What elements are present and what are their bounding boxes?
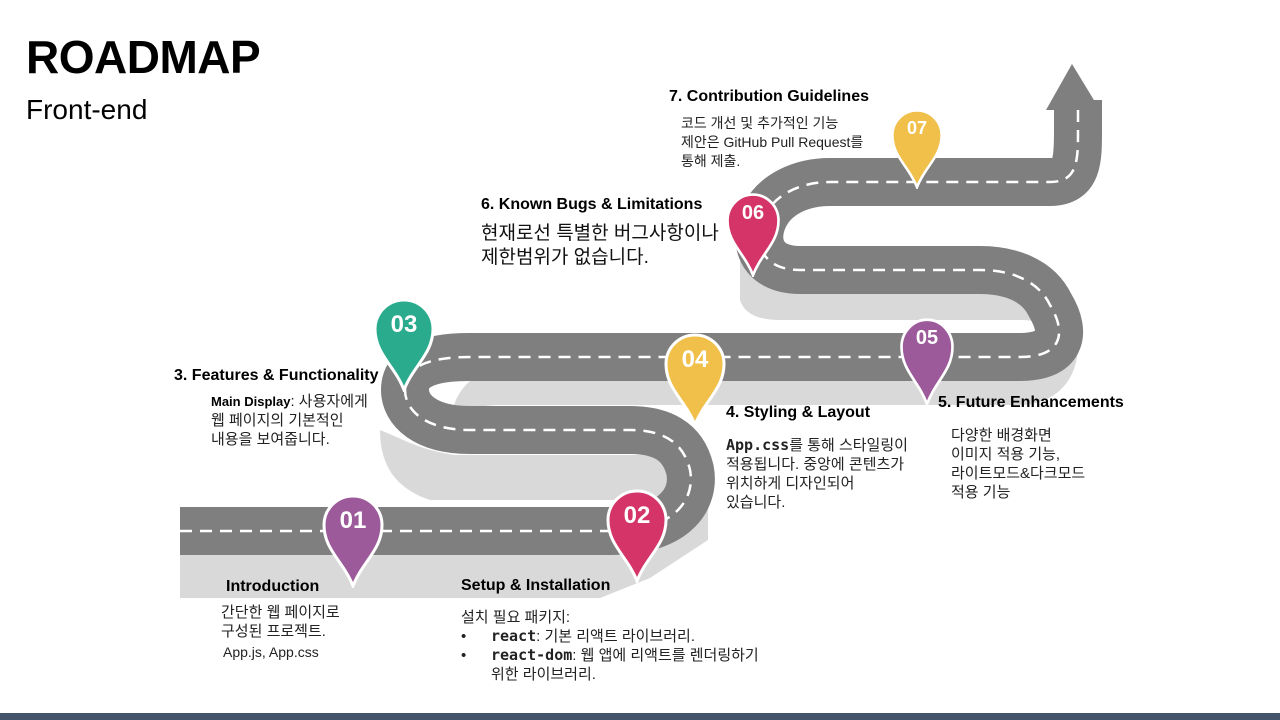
desc-line: 위치하게 디자인되어 bbox=[726, 475, 855, 492]
style-desc: 를 통해 스타일링이 bbox=[789, 437, 908, 454]
desc-line: 있습니다. bbox=[726, 494, 786, 511]
desc-line: 웹 페이지의 기본적인 bbox=[211, 412, 344, 429]
milestone-number: 07 bbox=[906, 118, 928, 138]
milestone-number: 05 bbox=[915, 327, 939, 349]
milestone-heading-06: 6. Known Bugs & Limitations bbox=[481, 196, 703, 213]
desc-line: 다양한 배경화면 bbox=[951, 427, 1052, 444]
page-title: ROADMAP bbox=[26, 31, 261, 83]
desc-line: 코드 개선 및 추가적인 기능 bbox=[681, 115, 839, 131]
road-arrow-head bbox=[1046, 64, 1100, 110]
package-desc-cont: 위한 라이브러리. bbox=[491, 666, 596, 683]
desc-line: 간단한 웹 페이지로 bbox=[221, 604, 340, 621]
desc-line: 적용 기능 bbox=[951, 484, 1011, 501]
milestone-desc-05: 다양한 배경화면 이미지 적용 기능, 라이트모드&다크모드 적용 기능 bbox=[951, 426, 1085, 502]
desc-files: App.js, App.css bbox=[223, 644, 319, 660]
milestone-heading-04: 4. Styling & Layout bbox=[726, 404, 871, 421]
package-desc: : 웹 앱에 리액트를 렌더링하기 bbox=[572, 647, 759, 664]
milestone-number: 06 bbox=[741, 202, 765, 224]
desc-line: 제한범위가 없습니다. bbox=[481, 247, 649, 268]
desc-line: 적용됩니다. 중앙에 콘텐츠가 bbox=[726, 456, 905, 473]
milestone-pin-02[interactable]: 02 bbox=[604, 487, 670, 583]
milestone-pin-01[interactable]: 01 bbox=[320, 492, 386, 588]
desc-intro: 설치 필요 패키지: bbox=[461, 609, 571, 626]
desc-line: 라이트모드&다크모드 bbox=[951, 465, 1086, 482]
package-name: react bbox=[491, 627, 537, 645]
milestone-number: 03 bbox=[390, 311, 418, 338]
milestone-desc-01: 간단한 웹 페이지로 구성된 프로젝트. App.js, App.css bbox=[221, 603, 340, 662]
milestone-desc-02: 설치 필요 패키지: react: 기본 리액트 라이브러리. react-do… bbox=[461, 608, 759, 684]
feature-desc: : 사용자에게 bbox=[290, 393, 368, 410]
milestone-pin-05[interactable]: 05 bbox=[898, 316, 956, 406]
desc-line: 내용을 보여줍니다. bbox=[211, 431, 330, 448]
desc-line: 통해 제출. bbox=[681, 153, 741, 169]
milestone-heading-05: 5. Future Enhancements bbox=[938, 394, 1124, 411]
milestone-desc-04: App.css를 통해 스타일링이 적용됩니다. 중앙에 콘텐츠가 위치하게 디… bbox=[726, 436, 908, 512]
style-file: App.css bbox=[726, 436, 790, 454]
package-name: react-dom bbox=[491, 646, 573, 664]
desc-line: 현재로선 특별한 버그사항이나 bbox=[481, 223, 719, 244]
milestone-pin-07[interactable]: 07 bbox=[889, 107, 945, 189]
desc-line: 제안은 GitHub Pull Request를 bbox=[681, 134, 864, 150]
milestone-desc-06: 현재로선 특별한 버그사항이나 제한범위가 없습니다. bbox=[481, 222, 719, 270]
milestone-heading-02: Setup & Installation bbox=[461, 577, 611, 594]
milestone-number: 04 bbox=[681, 346, 709, 373]
milestone-heading-03: 3. Features & Functionality bbox=[174, 367, 379, 384]
milestone-desc-07: 코드 개선 및 추가적인 기능 제안은 GitHub Pull Request를… bbox=[681, 114, 863, 171]
package-desc: : 기본 리액트 라이브러리. bbox=[536, 628, 695, 645]
milestone-number: 02 bbox=[623, 502, 651, 529]
desc-line: 이미지 적용 기능, bbox=[951, 446, 1061, 463]
milestone-heading-01: Introduction bbox=[226, 578, 320, 595]
feature-label: Main Display bbox=[211, 394, 291, 409]
desc-line: 구성된 프로젝트. bbox=[221, 623, 326, 640]
milestone-number: 01 bbox=[339, 507, 367, 534]
package-item: react: 기본 리액트 라이브러리. bbox=[461, 627, 759, 646]
milestone-heading-07: 7. Contribution Guidelines bbox=[669, 88, 869, 105]
milestone-pin-06[interactable]: 06 bbox=[724, 191, 782, 277]
milestone-pin-04[interactable]: 04 bbox=[662, 331, 728, 427]
page-subtitle: Front-end bbox=[26, 94, 148, 125]
road-center-line bbox=[180, 108, 1080, 533]
footer-bar bbox=[0, 713, 1280, 720]
package-list: react: 기본 리액트 라이브러리. react-dom: 웹 앱에 리액트… bbox=[461, 627, 759, 684]
milestone-desc-03: Main Display: 사용자에게 웹 페이지의 기본적인 내용을 보여줍니… bbox=[211, 392, 368, 449]
milestone-pin-03[interactable]: 03 bbox=[371, 296, 437, 392]
